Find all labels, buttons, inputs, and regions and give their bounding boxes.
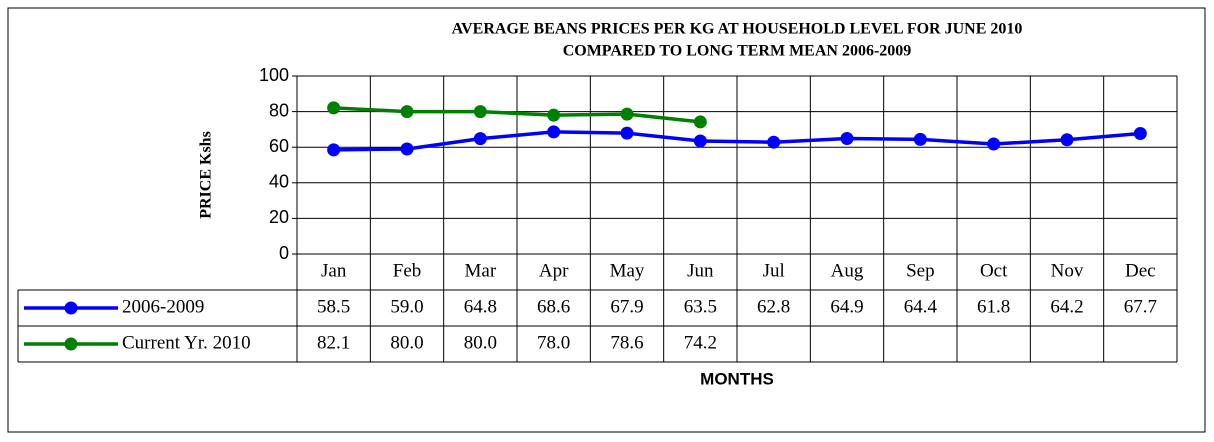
point xyxy=(1133,126,1147,140)
point xyxy=(693,134,707,148)
value-label: 74.2 xyxy=(684,332,717,353)
x-tick-label: Sep xyxy=(906,260,935,281)
point xyxy=(473,132,487,146)
x-tick-label: Mar xyxy=(465,260,497,281)
value-label: 82.1 xyxy=(317,332,350,353)
y-tick-label: 60 xyxy=(269,136,289,156)
value-label: 62.8 xyxy=(757,296,790,317)
series-line xyxy=(333,130,1141,152)
point xyxy=(693,115,707,129)
x-tick-label: Jul xyxy=(763,260,785,281)
chart-frame xyxy=(7,7,1206,433)
value-label: 67.7 xyxy=(1124,296,1157,317)
x-tick-label: Feb xyxy=(393,260,422,281)
point xyxy=(327,101,341,115)
y-tick-label: 40 xyxy=(269,172,289,192)
point xyxy=(620,107,634,121)
chart-title: AVERAGE BEANS PRICES PER KG AT HOUSEHOLD… xyxy=(452,21,1023,38)
x-tick-label: Aug xyxy=(831,260,864,281)
x-tick-label: Oct xyxy=(980,260,1008,281)
value-label: 64.2 xyxy=(1050,296,1083,317)
point xyxy=(547,108,561,122)
point xyxy=(400,142,414,156)
legend-label: Current Yr. 2010 xyxy=(122,332,251,353)
point xyxy=(913,132,927,146)
value-label: 78.0 xyxy=(537,332,570,353)
x-tick-label: Nov xyxy=(1051,260,1084,281)
x-tick-label: May xyxy=(610,260,645,281)
value-label: 64.9 xyxy=(830,296,863,317)
y-tick-label: 20 xyxy=(269,207,289,227)
value-label: 61.8 xyxy=(977,296,1010,317)
value-label: 68.6 xyxy=(537,296,570,317)
point xyxy=(620,126,634,140)
x-tick-label: Apr xyxy=(539,260,569,281)
value-label: 64.4 xyxy=(904,296,938,317)
y-tick-label: 0 xyxy=(279,243,289,263)
chart-subtitle: COMPARED TO LONG TERM MEAN 2006-2009 xyxy=(563,43,912,60)
point xyxy=(767,135,781,149)
y-tick-label: 100 xyxy=(259,65,289,85)
value-label: 58.5 xyxy=(317,296,350,317)
point xyxy=(400,105,414,119)
value-label: 59.0 xyxy=(390,296,423,317)
x-tick-label: Dec xyxy=(1125,260,1156,281)
point xyxy=(547,125,561,139)
point xyxy=(1060,133,1074,147)
value-label: 80.0 xyxy=(390,332,423,353)
legend-marker xyxy=(64,301,78,315)
point xyxy=(473,105,487,119)
value-label: 64.8 xyxy=(464,296,497,317)
value-label: 80.0 xyxy=(464,332,497,353)
value-label: 63.5 xyxy=(684,296,717,317)
point xyxy=(840,131,854,145)
point xyxy=(327,143,341,157)
legend-label: 2006-2009 xyxy=(122,296,204,317)
x-axis-label: MONTHS xyxy=(700,369,774,388)
x-tick-label: Jun xyxy=(687,260,714,281)
series-line xyxy=(333,106,701,124)
x-tick-label: Jan xyxy=(321,260,347,281)
y-tick-label: 80 xyxy=(269,100,289,120)
value-label: 78.6 xyxy=(610,332,643,353)
y-axis-label: PRICE Kshs xyxy=(198,131,215,219)
point xyxy=(987,137,1001,151)
value-label: 67.9 xyxy=(610,296,643,317)
legend-marker xyxy=(64,337,78,351)
